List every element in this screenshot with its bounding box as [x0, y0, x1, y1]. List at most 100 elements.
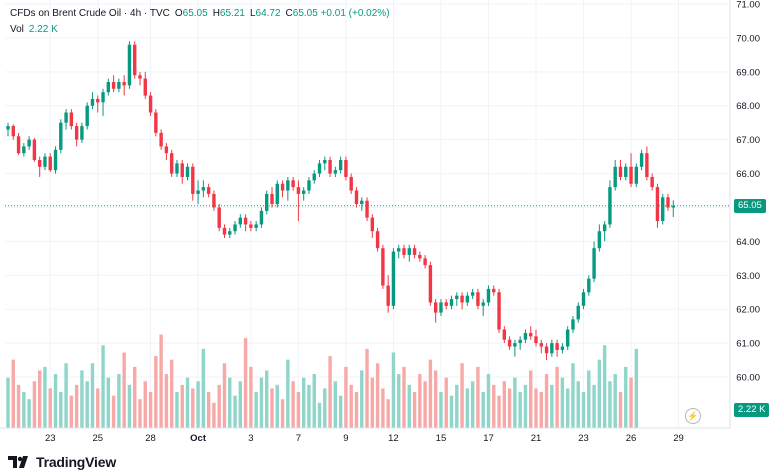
volume-bar — [470, 381, 475, 428]
volume-badge: 2.22 K — [734, 403, 770, 417]
candle-body — [671, 205, 675, 208]
candle-body — [449, 299, 454, 306]
candle-body — [539, 343, 543, 347]
open-value: 65.05 — [182, 8, 208, 19]
volume-bar — [265, 370, 269, 428]
volume-bar — [381, 388, 385, 428]
time-tick-label: 26 — [626, 433, 637, 444]
volume-bar — [486, 374, 491, 428]
volume-bar — [402, 366, 406, 428]
volume-bar — [228, 377, 232, 428]
close-label: C — [285, 8, 293, 19]
price-tick-label: 69.00 — [736, 67, 760, 78]
price-tick-label: 66.00 — [736, 169, 760, 180]
candle-body — [486, 288, 491, 303]
volume-bar — [85, 381, 89, 428]
candle-body — [96, 98, 100, 103]
price-axis[interactable]: 60.0061.0062.0063.0064.0065.0066.0067.00… — [729, 0, 760, 428]
candle-body — [608, 187, 612, 225]
volume-bar — [106, 377, 111, 428]
candle-body — [518, 339, 522, 344]
tradingview-logo[interactable]: TradingView — [8, 454, 116, 470]
low-label: L — [249, 8, 256, 19]
volume-bar — [418, 374, 422, 428]
time-tick-label: 21 — [531, 433, 542, 444]
candle-body — [291, 180, 295, 188]
candle-body — [428, 265, 433, 303]
volume-bar — [296, 392, 301, 428]
volume-bar — [581, 392, 586, 428]
candle-body — [412, 248, 417, 255]
candle-body — [296, 187, 301, 194]
candle-body — [265, 193, 269, 211]
volume-bar — [280, 399, 285, 428]
volume-bar — [133, 366, 137, 428]
candle-body — [48, 156, 52, 171]
volume-bar — [354, 392, 359, 428]
time-tick-label: 17 — [483, 433, 494, 444]
candle-body — [286, 180, 290, 191]
volume-bar — [370, 377, 375, 428]
candle-body — [270, 193, 274, 205]
volume-bar — [286, 359, 290, 428]
candle-body — [259, 210, 264, 225]
candle-body — [444, 302, 448, 306]
candle-body — [122, 82, 126, 86]
candle-body — [650, 176, 654, 188]
candle-body — [560, 346, 565, 350]
volume-bar — [169, 359, 174, 428]
candle-body — [69, 112, 74, 127]
volume-bar — [439, 392, 443, 428]
volume-bar — [349, 384, 353, 428]
candle-body — [439, 302, 443, 313]
candle-body — [233, 224, 237, 232]
candle-body — [634, 166, 639, 184]
candle-body — [354, 190, 359, 205]
candle-body — [534, 336, 538, 344]
time-axis[interactable]: 23 25 28 Oct 3 7 9 12 15 17 21 23 26 29 — [0, 427, 730, 444]
candle-body — [624, 166, 628, 177]
candle-body — [11, 126, 15, 137]
candle-body — [492, 288, 496, 293]
symbol-title[interactable]: CFDs on Brent Crude Oil · 4h · TVC — [10, 8, 170, 19]
volume-bars — [6, 334, 639, 428]
volume-bar — [74, 384, 79, 428]
candle-body — [344, 160, 348, 177]
volume-bar — [206, 392, 211, 428]
candle-body — [175, 163, 179, 174]
volume-bar — [565, 388, 570, 428]
candle-body — [507, 339, 512, 347]
time-tick-label: Oct — [190, 433, 207, 444]
candle-body — [587, 278, 591, 293]
candle-body — [254, 224, 258, 228]
candle-body — [280, 183, 285, 191]
candle-body — [323, 160, 327, 164]
volume-bar — [433, 370, 438, 428]
candle-body — [80, 126, 84, 140]
volume-label[interactable]: Vol — [10, 24, 24, 35]
volume-bar — [476, 366, 480, 428]
volume-bar — [233, 395, 237, 428]
candle-body — [111, 82, 116, 89]
open-label: O — [174, 8, 183, 19]
low-value: 64.72 — [255, 8, 281, 19]
chart-legend: CFDs on Brent Crude Oil · 4h · TVC O65.05… — [10, 6, 390, 38]
candle-body — [365, 200, 369, 218]
candle-body — [148, 95, 153, 113]
volume-bar — [43, 366, 47, 428]
candle-body — [312, 173, 316, 181]
volume-bar — [375, 363, 380, 428]
volume-bar — [460, 363, 464, 428]
candle-body — [529, 332, 533, 337]
candle-body — [386, 285, 390, 306]
candle-body — [249, 224, 253, 228]
volume-bar — [96, 388, 100, 428]
candle-body — [375, 231, 380, 249]
volume-bar — [412, 392, 417, 428]
candle-body — [555, 343, 559, 350]
candle-body — [301, 190, 306, 194]
candle-body — [333, 170, 338, 174]
candle-body — [370, 217, 375, 232]
lightning-icon[interactable]: ⚡ — [685, 408, 701, 424]
